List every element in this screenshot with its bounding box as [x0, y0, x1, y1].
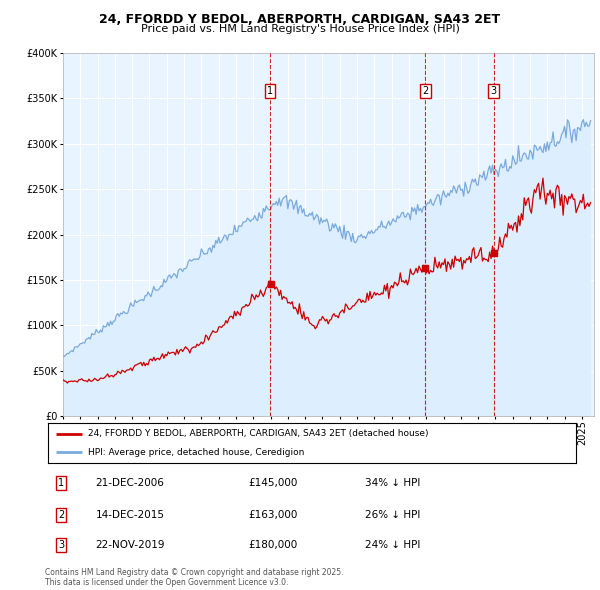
Text: 24, FFORDD Y BEDOL, ABERPORTH, CARDIGAN, SA43 2ET (detached house): 24, FFORDD Y BEDOL, ABERPORTH, CARDIGAN,… [88, 430, 428, 438]
Text: 2: 2 [58, 510, 64, 520]
Text: £145,000: £145,000 [248, 478, 298, 488]
Text: 14-DEC-2015: 14-DEC-2015 [95, 510, 164, 520]
Text: Contains HM Land Registry data © Crown copyright and database right 2025.
This d: Contains HM Land Registry data © Crown c… [45, 568, 343, 587]
Text: 22-NOV-2019: 22-NOV-2019 [95, 540, 165, 550]
Text: £180,000: £180,000 [248, 540, 298, 550]
Text: 1: 1 [58, 478, 64, 488]
Text: HPI: Average price, detached house, Ceredigion: HPI: Average price, detached house, Cere… [88, 448, 304, 457]
Text: £163,000: £163,000 [248, 510, 298, 520]
Text: 26% ↓ HPI: 26% ↓ HPI [365, 510, 420, 520]
Text: 34% ↓ HPI: 34% ↓ HPI [365, 478, 420, 488]
Text: 3: 3 [490, 86, 497, 96]
Text: 21-DEC-2006: 21-DEC-2006 [95, 478, 164, 488]
Text: 24, FFORDD Y BEDOL, ABERPORTH, CARDIGAN, SA43 2ET: 24, FFORDD Y BEDOL, ABERPORTH, CARDIGAN,… [100, 13, 500, 26]
Text: 2: 2 [422, 86, 428, 96]
Text: 1: 1 [267, 86, 273, 96]
Text: 24% ↓ HPI: 24% ↓ HPI [365, 540, 420, 550]
Text: 3: 3 [58, 540, 64, 550]
Text: Price paid vs. HM Land Registry's House Price Index (HPI): Price paid vs. HM Land Registry's House … [140, 24, 460, 34]
